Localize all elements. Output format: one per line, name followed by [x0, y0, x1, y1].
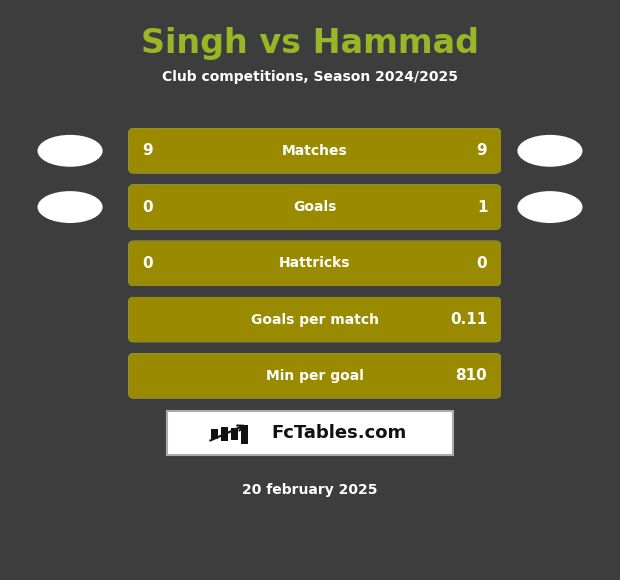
Text: 0: 0 — [477, 256, 487, 271]
Text: 20 february 2025: 20 february 2025 — [242, 483, 378, 497]
Text: Matches: Matches — [281, 144, 348, 158]
Text: 0.11: 0.11 — [450, 312, 487, 327]
Bar — [231, 428, 238, 440]
FancyBboxPatch shape — [128, 353, 501, 398]
FancyBboxPatch shape — [128, 128, 501, 173]
Bar — [241, 425, 248, 444]
FancyBboxPatch shape — [167, 411, 453, 455]
Ellipse shape — [38, 135, 103, 167]
FancyBboxPatch shape — [128, 241, 501, 286]
FancyBboxPatch shape — [128, 128, 501, 173]
FancyBboxPatch shape — [128, 241, 501, 286]
Text: 9: 9 — [477, 143, 487, 158]
Ellipse shape — [518, 135, 583, 167]
Text: Club competitions, Season 2024/2025: Club competitions, Season 2024/2025 — [162, 70, 458, 84]
Text: 1: 1 — [477, 200, 487, 215]
Text: Min per goal: Min per goal — [266, 369, 363, 383]
Text: 810: 810 — [456, 368, 487, 383]
FancyBboxPatch shape — [128, 184, 501, 230]
Text: Goals: Goals — [293, 200, 336, 214]
Text: 9: 9 — [142, 143, 153, 158]
FancyBboxPatch shape — [128, 353, 501, 398]
Text: 0: 0 — [142, 200, 153, 215]
Text: FcTables.com: FcTables.com — [271, 424, 406, 442]
Text: Hattricks: Hattricks — [279, 256, 350, 270]
FancyBboxPatch shape — [128, 297, 501, 342]
Bar — [221, 427, 228, 441]
Text: Goals per match: Goals per match — [250, 313, 379, 327]
Ellipse shape — [518, 191, 583, 223]
FancyBboxPatch shape — [128, 297, 501, 342]
FancyBboxPatch shape — [128, 184, 501, 230]
Bar — [211, 429, 218, 440]
Text: 0: 0 — [142, 256, 153, 271]
Text: Singh vs Hammad: Singh vs Hammad — [141, 27, 479, 60]
Ellipse shape — [38, 191, 103, 223]
